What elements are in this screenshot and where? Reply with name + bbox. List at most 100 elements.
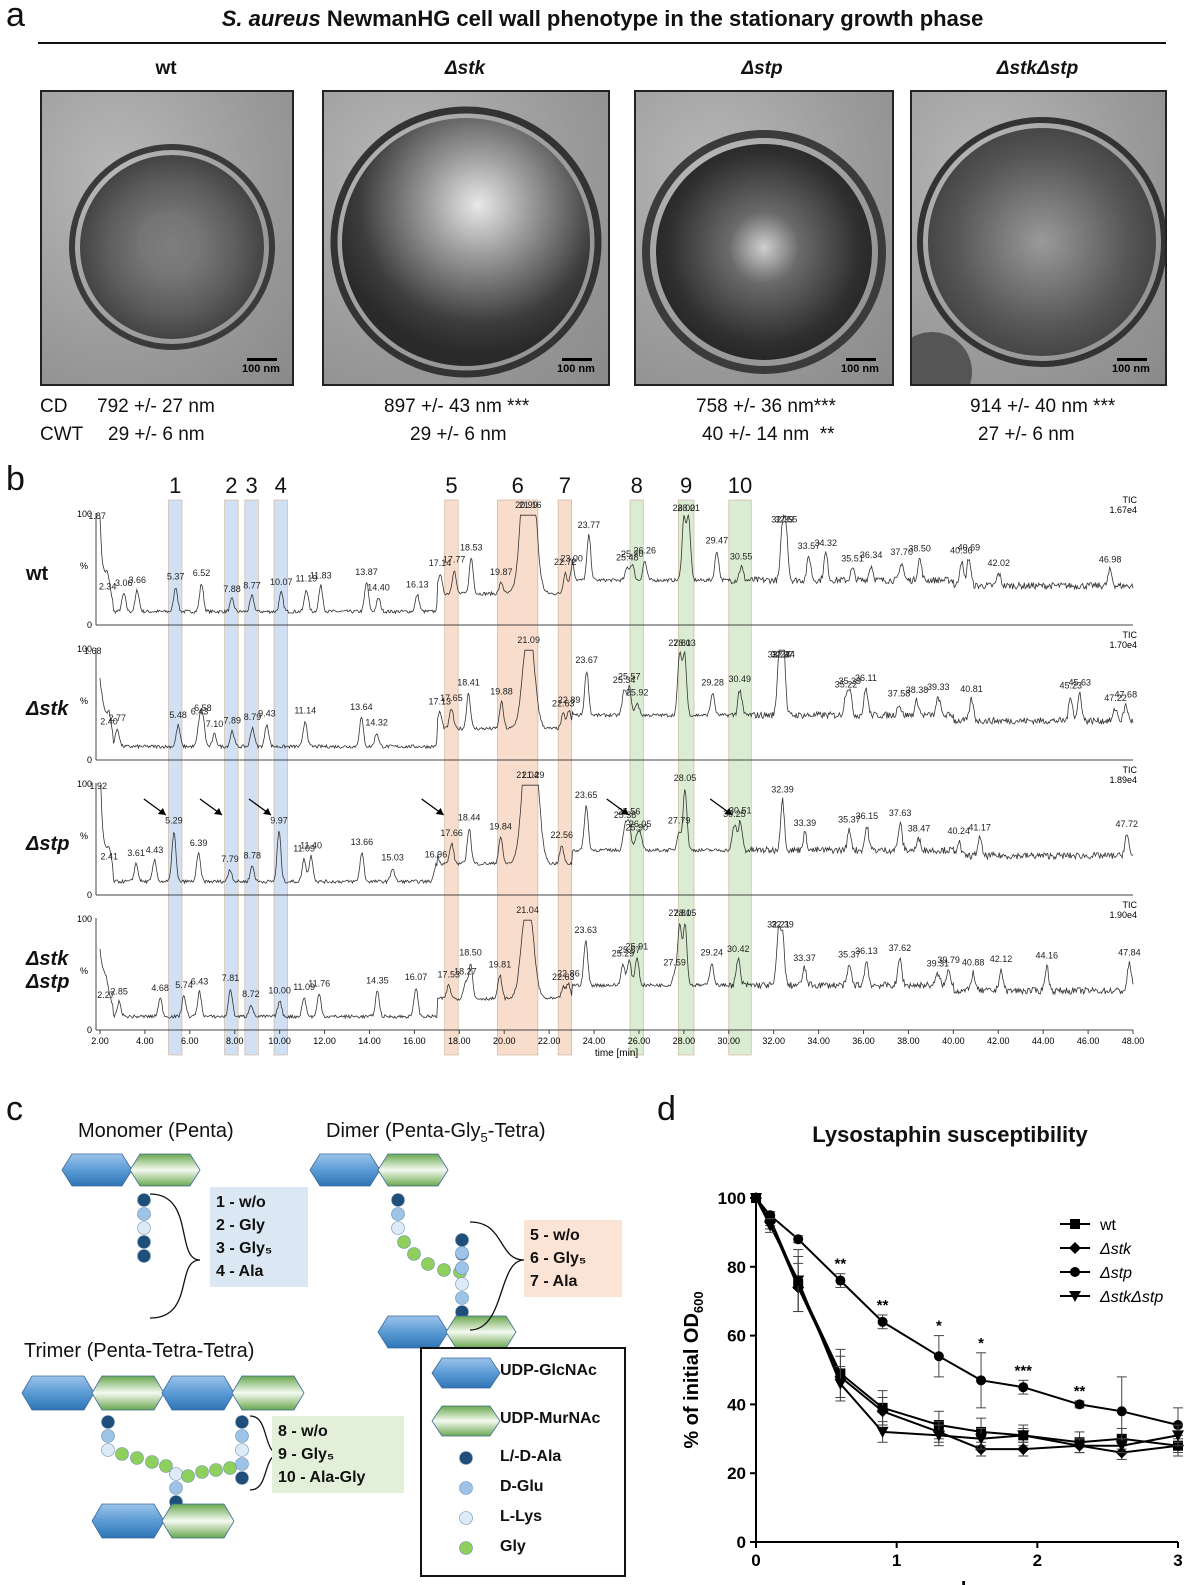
peak-time-label: 40.36 (950, 546, 973, 556)
y-tick-label: 0 (87, 620, 92, 630)
x-tick-label: 34.00 (807, 1036, 830, 1046)
glcnac-hexagon (377, 1315, 449, 1349)
peak-time-label: 30.49 (729, 674, 752, 684)
residue-dot (137, 1207, 151, 1221)
peak-time-label: 37.63 (889, 808, 912, 818)
peak-time-label: 2.34 (99, 582, 117, 592)
x-tick-label: 42.00 (987, 1036, 1010, 1046)
peak-time-label: 35.39 (839, 676, 862, 686)
residue-dot (397, 1235, 411, 1249)
x-tick-label: 1 (892, 1551, 901, 1570)
peak-time-label: 25.91 (626, 942, 649, 952)
peak-time-label: 11.76 (308, 979, 330, 989)
cell-image-stk (330, 106, 602, 378)
peak-time-label: 29.28 (701, 677, 724, 687)
peak-time-label: 22.63 (552, 699, 575, 709)
peak-number: 7 (558, 473, 571, 498)
data-point (1017, 1430, 1030, 1442)
peak-number: 10 (727, 473, 753, 498)
y-tick-label: 0 (87, 755, 92, 765)
cd-value-stkstp: 914 +/- 40 nm *** (970, 396, 1116, 417)
residue-dot (181, 1469, 195, 1483)
x-axis-label: time [min] (595, 1048, 639, 1059)
peak-time-label: 5.48 (169, 710, 187, 720)
peak-time-label: 21.04 (516, 770, 539, 780)
peak-time-label: 23.65 (575, 790, 598, 800)
glcnac-hexagon (309, 1153, 381, 1187)
peak-time-label: 21.04 (516, 905, 539, 915)
peak-time-label: 6.39 (190, 838, 208, 848)
peak-time-label: 37.62 (889, 943, 912, 953)
legend-ala: L/-D-Ala (500, 1448, 562, 1465)
peak-time-label: 3.66 (129, 575, 147, 585)
peak-time-label: 23.00 (560, 554, 583, 564)
peak-time-label: 11.14 (294, 705, 316, 715)
peak-time-label: 8.77 (243, 580, 261, 590)
residue-dot (209, 1463, 223, 1477)
significance-label: ** (1074, 1383, 1086, 1400)
peak-time-label: 23.63 (574, 925, 597, 935)
tag-label: 9 - Gly₅ (278, 1446, 335, 1463)
residue-dot (137, 1235, 151, 1249)
peak-time-label: 37.58 (888, 689, 911, 699)
cd-value-wt: 792 +/- 27 nm (97, 396, 215, 417)
y-axis-unit: % (80, 561, 88, 571)
peak-time-label: 2.40 (100, 717, 118, 727)
peak-time-label: 19.81 (489, 960, 512, 970)
murnac-hexagon (129, 1153, 201, 1187)
peak-time-label: 6.58 (194, 703, 212, 713)
peak-time-label: 6.43 (191, 976, 209, 986)
peak-time-label: 1.68 (84, 646, 102, 656)
data-point (835, 1275, 846, 1286)
residue-dot (101, 1443, 115, 1457)
peak-time-label: 38.47 (908, 824, 931, 834)
peak-time-label: 45.63 (1069, 677, 1092, 687)
peak-time-label: 5.74 (175, 980, 193, 990)
peak-time-label: 22.63 (552, 972, 575, 982)
peak-time-label: 8.78 (243, 850, 261, 860)
cwt-row-label: CWT (40, 424, 84, 445)
peak-time-label: 13.87 (355, 567, 378, 577)
cd-value-stk: 897 +/- 43 nm *** (384, 396, 530, 417)
chromatogram-row-label: wt (26, 563, 48, 586)
residue-dot (437, 1263, 451, 1277)
peak-time-label: 22.89 (558, 695, 581, 705)
peak-time-label: 40.69 (958, 542, 981, 552)
peak-time-label: 42.02 (987, 558, 1010, 568)
peak-time-label: 41.17 (968, 822, 991, 832)
legend-murnac: UDP-MurNAc (500, 1410, 601, 1427)
annotation-arrow-head (724, 808, 733, 815)
glcnac-hexagon (21, 1375, 95, 1411)
residue-dot (130, 1451, 144, 1465)
peak-highlight-band (728, 499, 752, 1056)
peak-time-label: 30.55 (730, 551, 753, 561)
peak-time-label: 17.53 (437, 970, 460, 980)
peak-time-label: 32.39 (771, 784, 794, 794)
annotation-arrow-head (435, 808, 444, 815)
y-axis-unit: % (80, 696, 88, 706)
peak-number: 4 (274, 473, 287, 498)
bracket (469, 1221, 525, 1331)
y-tick-label: 0 (737, 1533, 746, 1552)
peak-highlight-band (244, 499, 259, 1056)
peak-time-label: 14.35 (366, 975, 389, 985)
peak-time-label: 25.38 (614, 810, 637, 820)
peak-time-label: 32.44 (772, 649, 795, 659)
legend-label: Δstp (1099, 1265, 1132, 1282)
legend-glcnac-hexagon (431, 1357, 501, 1389)
peak-time-label: 45.23 (1060, 681, 1083, 691)
legend-lys-dot (459, 1511, 473, 1525)
peak-time-label: 18.53 (460, 542, 483, 552)
residue-dot (455, 1291, 469, 1305)
cwt-value-stp: 40 +/- 14 nm ** (702, 424, 835, 445)
row-label-text: wt (26, 563, 49, 585)
peak-number: 5 (445, 473, 458, 498)
peak-time-label: 32.39 (771, 514, 794, 524)
x-tick-label: 40.00 (942, 1036, 965, 1046)
peak-time-label: 21.09 (517, 635, 540, 645)
data-point (792, 1275, 805, 1287)
peak-time-label: 36.11 (855, 673, 877, 683)
legend-glcnac: UDP-GlcNAc (500, 1362, 597, 1379)
residue-dot (455, 1261, 469, 1275)
residue-dot (421, 1257, 435, 1271)
